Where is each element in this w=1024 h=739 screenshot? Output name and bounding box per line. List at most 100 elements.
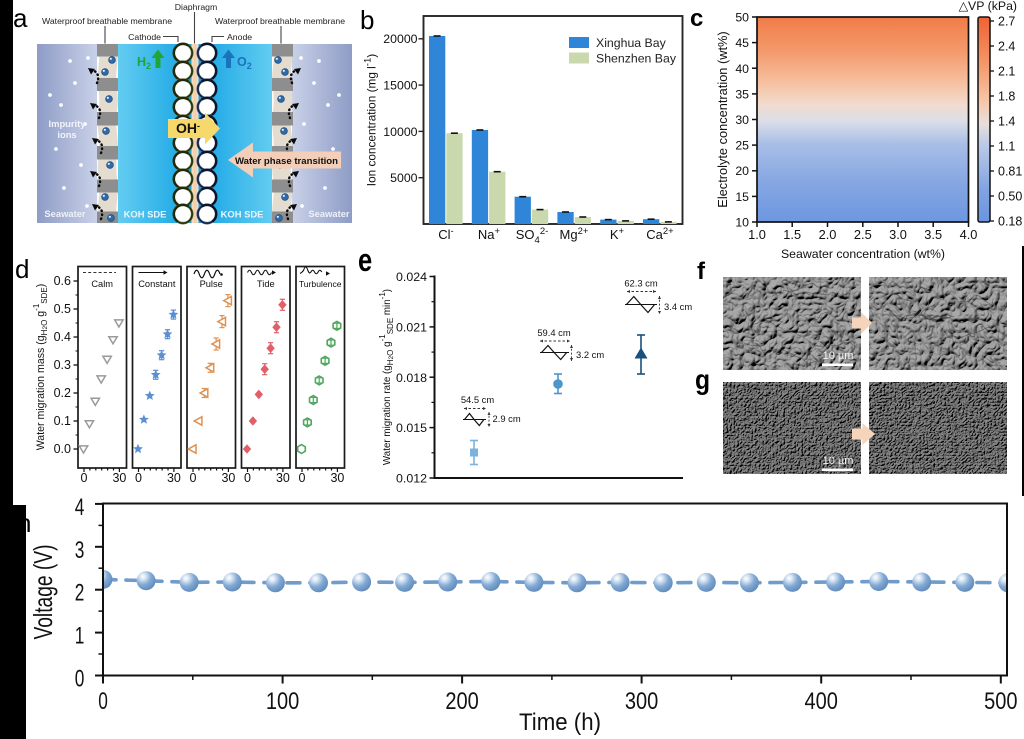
svg-text:30: 30 [112,471,126,485]
svg-text:Mg2+: Mg2+ [560,226,589,242]
svg-text:0.3: 0.3 [54,358,71,372]
svg-text:Shenzhen Bay: Shenzhen Bay [596,52,677,66]
svg-text:K+: K+ [610,226,625,242]
svg-text:62.3 cm: 62.3 cm [624,278,658,289]
svg-text:30: 30 [221,471,235,485]
svg-text:ions: ions [57,129,76,140]
svg-text:45: 45 [735,36,749,50]
svg-text:Voltage (V): Voltage (V) [28,545,58,640]
svg-text:0: 0 [81,471,88,485]
svg-text:0.4: 0.4 [54,330,71,344]
svg-text:Waterproof breathable membrane: Waterproof breathable membrane [215,16,345,26]
svg-text:0.2: 0.2 [54,386,71,400]
svg-text:0.015: 0.015 [396,421,427,435]
svg-text:30: 30 [276,471,290,485]
svg-text:SO42-: SO42- [516,226,549,246]
svg-text:1: 1 [75,623,85,650]
svg-text:OH-: OH- [176,120,200,136]
svg-text:35: 35 [735,87,749,101]
svg-text:100: 100 [266,688,299,715]
svg-text:Electrolyte concentration (wt%: Electrolyte concentration (wt%) [715,31,730,207]
svg-text:Seawater: Seawater [44,208,86,219]
svg-text:Cathode: Cathode [128,32,161,42]
svg-text:Calm: Calm [91,279,113,289]
svg-text:2.7: 2.7 [998,14,1015,28]
svg-text:Seawater concentration (wt%): Seawater concentration (wt%) [781,247,945,261]
svg-text:1.4: 1.4 [998,114,1015,128]
svg-text:20000: 20000 [383,32,417,46]
svg-text:2.4: 2.4 [998,39,1015,53]
svg-text:Impurity: Impurity [49,118,87,129]
svg-text:0.0: 0.0 [54,442,71,456]
svg-text:0.1: 0.1 [54,414,71,428]
svg-text:30: 30 [167,471,181,485]
svg-text:54.5 cm: 54.5 cm [461,394,495,405]
svg-text:0.021: 0.021 [396,320,427,334]
svg-text:3: 3 [75,537,85,564]
svg-text:10000: 10000 [383,125,417,139]
svg-text:Diaphragm: Diaphragm [175,2,218,12]
svg-text:15: 15 [735,190,749,204]
svg-text:20: 20 [735,164,749,178]
svg-text:Waterproof breathable membrane: Waterproof breathable membrane [42,16,172,26]
svg-text:0: 0 [190,471,197,485]
svg-text:0.50: 0.50 [998,189,1022,203]
svg-text:2.0: 2.0 [819,227,837,242]
svg-text:500: 500 [984,688,1017,715]
svg-text:0: 0 [75,666,85,693]
svg-text:200: 200 [445,688,478,715]
svg-text:3.4 cm: 3.4 cm [664,301,692,312]
svg-text:400: 400 [805,688,838,715]
svg-text:Water migration mass (gH2O g-1: Water migration mass (gH2O g-1SDE) [32,284,49,451]
svg-text:1.5: 1.5 [783,227,801,242]
svg-text:Ion concentration (mg l-1): Ion concentration (mg l-1) [363,54,379,186]
svg-text:Time (h): Time (h) [519,709,601,736]
svg-text:△VP (kPa): △VP (kPa) [959,0,1017,13]
svg-text:3.0: 3.0 [889,227,907,242]
svg-text:10 µm: 10 µm [823,350,854,362]
svg-text:0: 0 [98,688,108,715]
svg-text:5000: 5000 [390,171,418,185]
svg-text:25: 25 [735,139,749,153]
svg-text:Na+: Na+ [478,226,501,242]
svg-text:2.1: 2.1 [998,64,1015,78]
svg-text:Water migration rate (gH2O g-1: Water migration rate (gH2O g-1SDE min-1) [378,289,395,465]
svg-text:10 µm: 10 µm [823,455,854,467]
svg-text:0.024: 0.024 [396,270,427,284]
svg-text:15000: 15000 [383,79,417,93]
svg-text:4.0: 4.0 [960,227,978,242]
svg-text:Cl-: Cl- [438,226,453,242]
svg-text:Xinghua Bay: Xinghua Bay [596,36,667,50]
svg-text:KOH SDE: KOH SDE [221,209,264,220]
svg-text:Water phase transition: Water phase transition [235,156,338,167]
svg-text:50: 50 [735,11,749,25]
svg-text:0.012: 0.012 [396,472,427,486]
svg-text:0.18: 0.18 [998,214,1022,228]
svg-text:Tide: Tide [257,279,275,289]
svg-text:3.5: 3.5 [924,227,942,242]
svg-text:300: 300 [625,688,658,715]
svg-text:Seawater: Seawater [308,208,350,219]
svg-text:Constant: Constant [138,279,176,289]
svg-text:40: 40 [735,62,749,76]
svg-text:10: 10 [735,216,749,230]
svg-text:Turbulence: Turbulence [299,279,342,289]
svg-text:4: 4 [75,494,85,521]
svg-text:2: 2 [75,580,85,607]
svg-text:0.5: 0.5 [54,302,71,316]
svg-text:0: 0 [135,471,142,485]
svg-text:0.018: 0.018 [396,371,427,385]
svg-text:30: 30 [330,471,344,485]
svg-text:3.2 cm: 3.2 cm [576,349,604,360]
svg-text:0: 0 [299,471,306,485]
svg-text:59.4 cm: 59.4 cm [537,327,571,338]
svg-text:30: 30 [735,113,749,127]
svg-text:0: 0 [244,471,251,485]
svg-text:0.81: 0.81 [998,164,1022,178]
svg-text:2.5: 2.5 [854,227,872,242]
svg-text:1.8: 1.8 [998,89,1015,103]
svg-text:KOH SDE: KOH SDE [124,209,167,220]
svg-text:1.0: 1.0 [748,227,766,242]
svg-text:1.1: 1.1 [998,139,1015,153]
svg-text:Ca2+: Ca2+ [646,226,674,242]
